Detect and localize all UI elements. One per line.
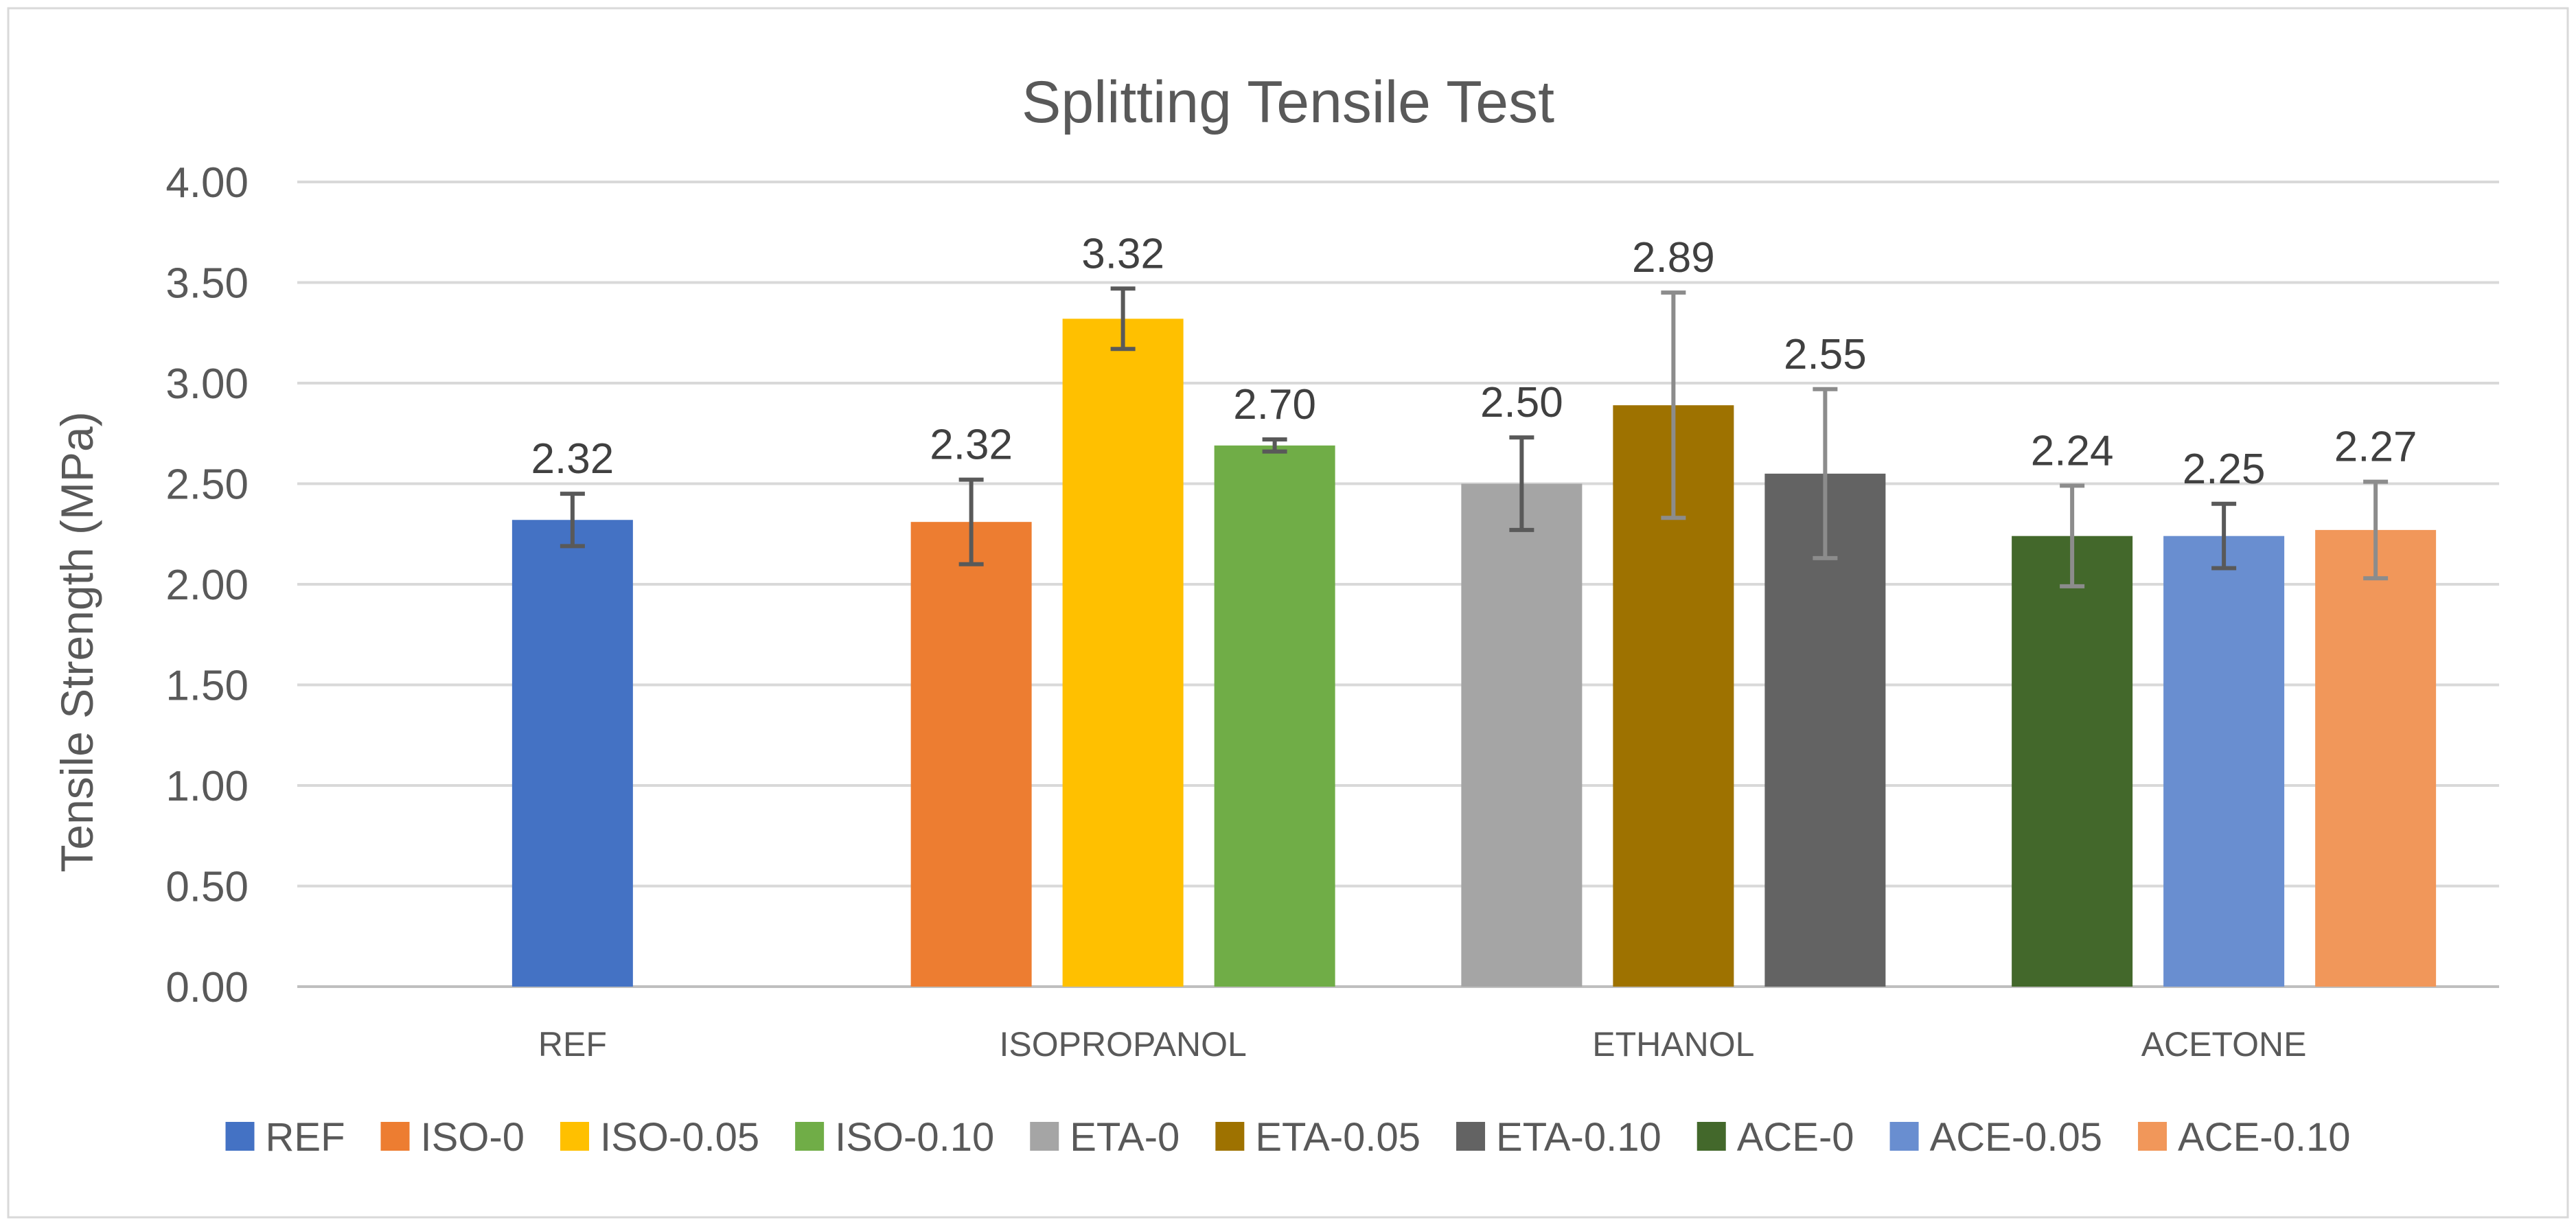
y-tick-label: 2.00 [165,562,249,609]
legend-swatch [1456,1122,1486,1151]
bar-ref [511,520,633,987]
legend-swatch [795,1122,825,1151]
bar-ace-0 [2012,536,2133,987]
y-tick-label: 2.50 [165,461,249,509]
data-label-ace-005: 2.25 [2183,446,2266,493]
error-bar-eta-0 [1509,435,1534,532]
y-axis-title: Tensile Strength (MPa) [51,411,102,872]
y-axis-ticks: 0.00 0.50 1.00 1.50 2.00 2.50 3.00 3.50 4.00 [165,159,249,1011]
x-axis-categories: REF ISOPROPANOL ETHANOL ACETONE [538,1025,2307,1064]
y-tick-label: 0.00 [165,964,249,1011]
y-tick-label: 1.50 [165,663,249,710]
y-tick-label: 4.00 [165,159,249,207]
data-labels: 2.32 2.32 3.32 2.70 2.50 2.89 2.55 2.24 2.25 2.27 [531,230,2417,493]
error-bar-eta-005 [1661,290,1686,520]
y-tick-label: 3.50 [165,260,249,308]
error-bar-ace-010 [2363,479,2389,581]
legend-label: REF [266,1115,345,1160]
x-category-label: ETHANOL [1592,1025,1754,1064]
bar-iso-005 [1062,319,1184,987]
y-tick-label: 3.00 [165,360,249,408]
data-label-ref: 2.32 [531,435,614,483]
x-category-label: ACETONE [2141,1025,2307,1064]
y-tick-label: 0.50 [165,864,249,911]
data-label-iso-0: 2.32 [930,422,1013,469]
bar-iso-010 [1214,445,1335,987]
legend-label: ACE-0.05 [1930,1115,2102,1160]
error-bar-iso-010 [1262,437,1287,454]
legend: REF ISO-0 ISO-0.05 ISO-0.10 ETA-0 ETA-0.05 ETA… [225,1115,2351,1160]
data-label-eta-010: 2.55 [1784,331,1867,378]
legend-label: ISO-0 [421,1115,525,1160]
error-bar-ace-0 [2060,483,2085,588]
x-category-label: ISOPROPANOL [999,1025,1246,1064]
error-bars [560,286,2389,588]
data-label-ace-010: 2.27 [2334,424,2417,471]
legend-swatch [1215,1122,1245,1151]
error-bar-ref [560,492,585,549]
legend-label: ETA-0.10 [1496,1115,1661,1160]
bar-eta-0 [1461,483,1583,987]
data-label-iso-005: 3.32 [1081,230,1164,277]
legend-swatch [2138,1122,2167,1151]
legend-label: ISO-0.05 [600,1115,759,1160]
bars [511,319,2437,987]
error-bar-iso-0 [958,477,984,566]
x-category-label: REF [538,1025,607,1064]
legend-label: ISO-0.10 [835,1115,994,1160]
legend-swatch [1030,1122,1059,1151]
legend-label: ACE-0 [1737,1115,1854,1160]
data-label-ace-0: 2.24 [2031,427,2114,474]
data-label-iso-010: 2.70 [1233,381,1316,428]
data-label-eta-0: 2.50 [1480,379,1563,426]
error-bar-iso-005 [1110,286,1136,352]
data-label-eta-005: 2.89 [1632,234,1715,282]
y-tick-label: 1.00 [165,763,249,810]
legend-label: ETA-0.05 [1255,1115,1421,1160]
bar-ace-010 [2315,529,2437,987]
legend-label: ACE-0.10 [2178,1115,2350,1160]
legend-swatch [560,1122,589,1151]
legend-swatch [1889,1122,1919,1151]
bar-iso-0 [910,522,1032,987]
legend-swatch [380,1122,410,1151]
error-bar-ace-005 [2211,501,2237,571]
legend-label: ETA-0 [1070,1115,1180,1160]
chart-title: Splitting Tensile Test [1022,69,1554,135]
legend-swatch [225,1122,255,1151]
legend-swatch [1697,1122,1726,1151]
bar-ace-005 [2163,536,2285,987]
error-bar-eta-010 [1813,387,1838,560]
